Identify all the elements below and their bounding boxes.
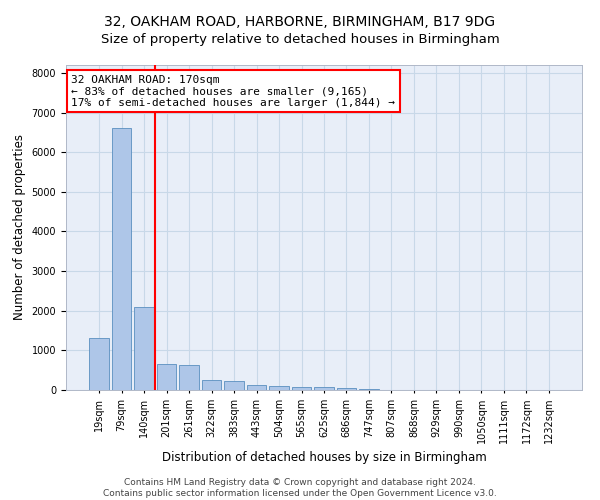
Bar — [337, 388, 356, 390]
Text: Size of property relative to detached houses in Birmingham: Size of property relative to detached ho… — [101, 32, 499, 46]
Bar — [224, 381, 244, 390]
Bar — [112, 128, 131, 390]
Y-axis label: Number of detached properties: Number of detached properties — [13, 134, 26, 320]
Bar — [292, 387, 311, 390]
Text: Contains HM Land Registry data © Crown copyright and database right 2024.
Contai: Contains HM Land Registry data © Crown c… — [103, 478, 497, 498]
Bar — [157, 364, 176, 390]
Bar — [359, 389, 379, 390]
Bar — [179, 364, 199, 390]
Text: 32, OAKHAM ROAD, HARBORNE, BIRMINGHAM, B17 9DG: 32, OAKHAM ROAD, HARBORNE, BIRMINGHAM, B… — [104, 15, 496, 29]
Bar — [269, 386, 289, 390]
Bar — [247, 385, 266, 390]
Text: 32 OAKHAM ROAD: 170sqm
← 83% of detached houses are smaller (9,165)
17% of semi-: 32 OAKHAM ROAD: 170sqm ← 83% of detached… — [71, 74, 395, 108]
Bar — [89, 338, 109, 390]
Bar — [202, 380, 221, 390]
Bar — [314, 387, 334, 390]
X-axis label: Distribution of detached houses by size in Birmingham: Distribution of detached houses by size … — [161, 452, 487, 464]
Bar — [134, 307, 154, 390]
